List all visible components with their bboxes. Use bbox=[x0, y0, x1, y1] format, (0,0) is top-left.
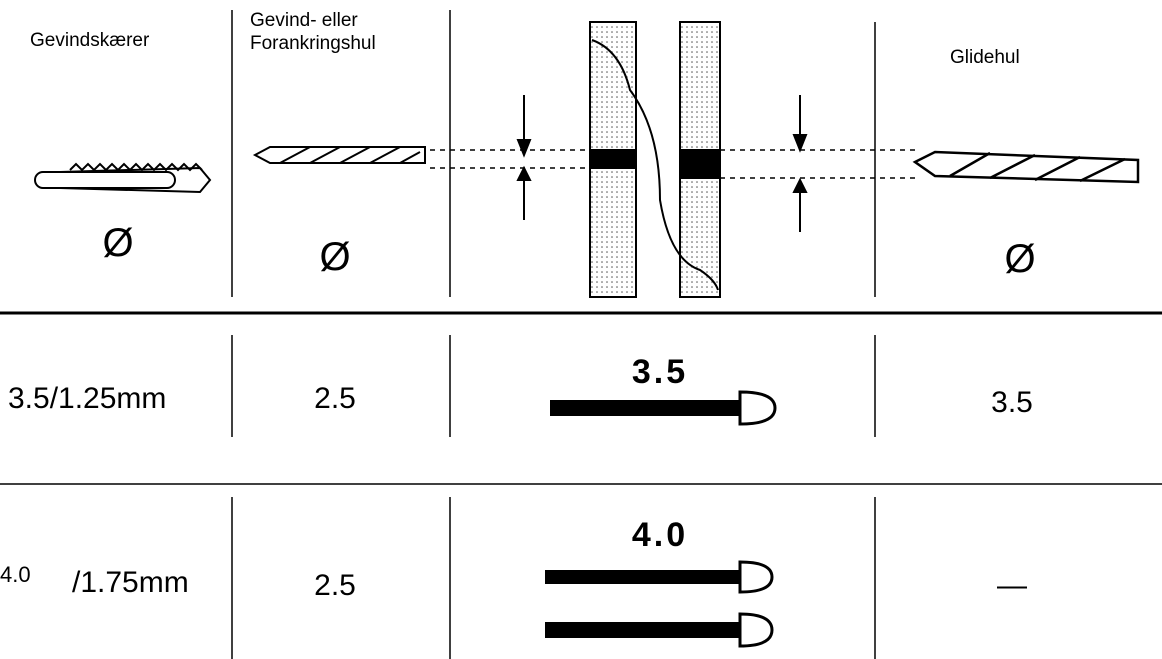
dashed-lines bbox=[430, 150, 915, 178]
diameter-symbol: Ø bbox=[319, 235, 350, 279]
header-cutter: Gevindskærer bbox=[30, 30, 150, 51]
header-anchor-line: Forankringshul bbox=[250, 33, 376, 54]
grid-lines bbox=[0, 10, 1162, 659]
diameter-symbol: Ø bbox=[102, 221, 133, 265]
large-drill-icon bbox=[915, 152, 1138, 182]
screw-size: 4.0 bbox=[632, 516, 688, 554]
drill-icon bbox=[255, 147, 425, 163]
glide-hole-size: 3.5 bbox=[991, 386, 1033, 419]
bone-section bbox=[518, 22, 806, 297]
screw-size: 3.5 bbox=[632, 353, 688, 391]
anchor-hole-size: 2.5 bbox=[314, 382, 356, 415]
anchor-hole-size: 2.5 bbox=[314, 569, 356, 602]
screw-icon bbox=[550, 392, 775, 424]
cutter-size: 4.0 bbox=[0, 562, 31, 587]
diagram: Gevindskærer Gevind- eller Forankringshu… bbox=[0, 0, 1162, 659]
diameter-symbol: Ø bbox=[1004, 237, 1035, 281]
screw-icon bbox=[545, 562, 772, 646]
cutter-pitch: /1.75mm bbox=[72, 566, 189, 599]
header-glide: Glidehul bbox=[950, 47, 1020, 68]
tap-icon bbox=[35, 164, 210, 192]
header-anchor-line: Gevind- eller bbox=[250, 10, 358, 31]
glide-hole-size: — bbox=[997, 569, 1027, 602]
cutter-size: 3.5/1.25mm bbox=[8, 382, 166, 415]
